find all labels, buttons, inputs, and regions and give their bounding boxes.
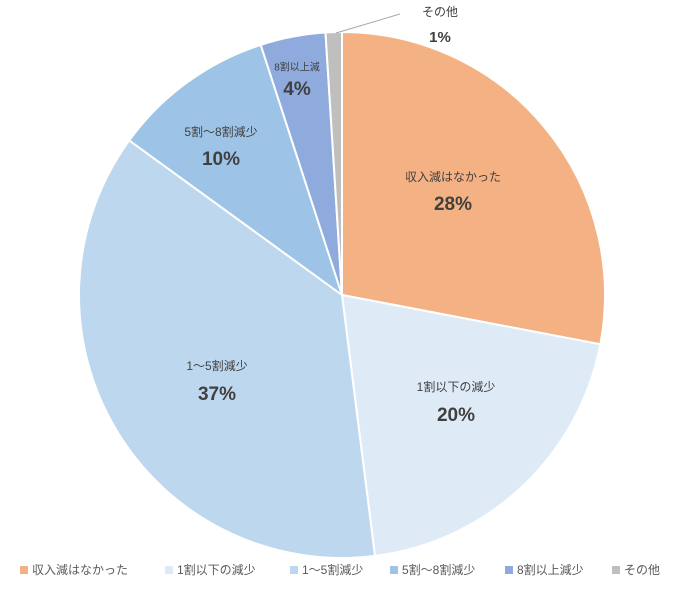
value-label: 28% <box>434 194 472 215</box>
legend-swatch <box>165 566 173 574</box>
value-label: 37% <box>198 384 236 405</box>
pie-slice <box>324 30 343 296</box>
value-label: 20% <box>437 405 475 426</box>
legend-label: 1割以下の減少 <box>177 562 256 577</box>
legend-swatch <box>505 566 513 574</box>
slice-label: 8割以上減 <box>274 61 320 74</box>
legend-swatch <box>290 566 298 574</box>
legend-label: 収入減はなかった <box>32 562 128 577</box>
pie-slice <box>78 139 377 559</box>
pie-slice <box>340 293 602 558</box>
legend-swatch <box>20 566 28 574</box>
legend-label: 5割～8割減少 <box>402 562 475 577</box>
legend-swatch <box>390 566 398 574</box>
slice-label: 1割以下の減少 <box>417 379 496 394</box>
legend-label: 1～5割減少 <box>302 562 363 577</box>
slice-label: その他 <box>422 5 458 19</box>
slice-label: 収入減はなかった <box>405 169 501 184</box>
value-label: 10% <box>202 149 240 170</box>
slice-label: 5割～8割減少 <box>184 124 257 139</box>
leader-line <box>335 13 401 34</box>
value-label: 1% <box>429 29 451 46</box>
pie-slice <box>341 30 606 346</box>
value-label: 4% <box>283 79 311 100</box>
legend-label: 8割以上減少 <box>517 562 584 577</box>
slice-label: 1～5割減少 <box>186 358 247 373</box>
pie-slice <box>127 43 344 298</box>
legend-swatch <box>612 566 620 574</box>
legend-label: その他 <box>624 563 660 577</box>
